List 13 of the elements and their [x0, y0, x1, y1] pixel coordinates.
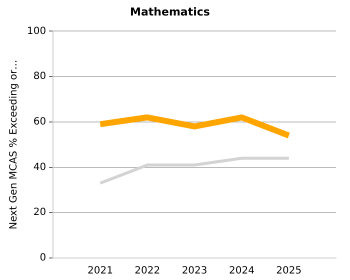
y-tick-label: 20	[33, 207, 46, 218]
x-tick-label: 2023	[182, 266, 208, 277]
y-tick-label: 0	[40, 252, 46, 264]
chart-title: Mathematics	[130, 5, 210, 18]
y-tick-label: 40	[33, 162, 46, 173]
x-tick-label: 2025	[276, 266, 302, 277]
y-tick-label: 80	[33, 71, 46, 82]
x-tick-label: 2021	[88, 266, 113, 277]
y-tick-label: 60	[33, 116, 46, 128]
x-tick-label: 2024	[228, 266, 254, 277]
y-tick-label: 100	[26, 26, 46, 37]
y-axis-title: Next Gen MCAS % Exceeding or…	[8, 60, 20, 230]
x-tick-label: 2022	[134, 266, 160, 277]
